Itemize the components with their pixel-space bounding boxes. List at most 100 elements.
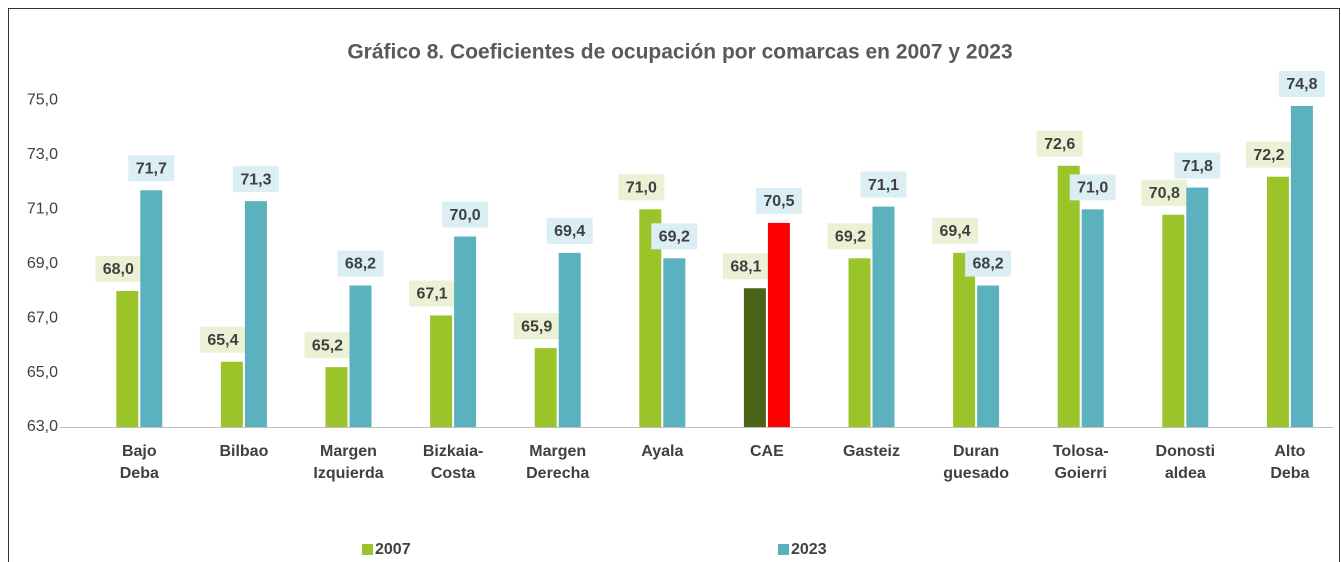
bar [977,285,1000,427]
x-tick-label: Bilbao [219,443,268,460]
bar [1290,105,1313,427]
bar [767,222,790,427]
value-label: 65,2 [312,337,343,354]
bar [140,190,163,427]
bar [1186,187,1209,427]
value-label: 68,2 [973,256,1004,273]
bar [743,288,766,427]
value-label: 70,8 [1149,185,1180,202]
x-tick-label: Deba [1270,465,1309,482]
bar [953,252,976,427]
value-label-box [513,313,560,340]
y-tick-label: 65,0 [27,364,58,381]
value-label-box [409,280,456,307]
x-tick-label: CAE [750,443,784,460]
x-tick-label: guesado [943,465,1009,482]
legend-label: 2023 [791,541,827,558]
x-tick-label: Bizkaia- [423,443,483,460]
x-tick-label: Costa [431,465,476,482]
y-tick-label: 69,0 [27,255,58,272]
value-label-box [232,166,279,193]
value-label-box [304,332,351,359]
value-label: 67,1 [417,286,448,303]
x-tick-label: Alto [1274,443,1305,460]
value-label-box [827,223,874,250]
value-label-box [722,253,769,280]
x-tick-label: Duran [953,443,999,460]
legend-swatch [362,544,373,555]
bar [116,290,139,427]
value-label: 68,2 [345,256,376,273]
bar [454,236,477,427]
value-label-box [651,223,698,250]
value-label: 65,4 [207,332,238,349]
value-label-box [199,326,246,353]
value-label: 69,4 [554,223,585,240]
x-tick-label: Deba [120,465,159,482]
bar [349,285,372,427]
value-label: 71,7 [136,160,167,177]
x-tick-label: Izquierda [313,465,383,482]
y-tick-label: 71,0 [27,201,58,218]
value-label: 68,0 [103,261,134,278]
value-label-box [442,201,489,228]
bar [639,209,662,427]
legend-swatch [778,544,789,555]
value-label: 72,6 [1044,136,1075,153]
value-label: 69,4 [940,223,971,240]
bar [663,258,686,427]
value-label: 69,2 [835,229,866,246]
bar [558,252,581,427]
bar [1057,165,1080,427]
value-label: 71,0 [1077,180,1108,197]
bar [534,348,557,427]
value-label-box [618,174,665,201]
value-label-box [1245,141,1292,168]
y-tick-label: 67,0 [27,309,58,326]
x-tick-label: Gasteiz [843,443,900,460]
x-tick-label: Margen [320,443,377,460]
value-label-box [1174,152,1221,179]
bar [430,315,453,427]
value-label: 71,1 [868,177,899,194]
value-label-box [860,171,907,198]
x-tick-label: Bajo [122,443,157,460]
bar [848,258,871,427]
bar [220,361,243,427]
y-tick-label: 63,0 [27,418,58,435]
value-label-box [965,250,1012,277]
value-label-box [337,250,384,277]
bar [325,367,348,427]
bar [244,201,267,427]
bar [1162,214,1185,427]
bar [1266,176,1289,427]
value-label: 65,9 [521,318,552,335]
bar [872,206,895,427]
value-label-box [95,255,142,282]
value-label-box [546,217,593,244]
value-label: 70,5 [763,193,794,210]
x-tick-label: Derecha [526,465,589,482]
value-label: 70,0 [450,207,481,224]
x-tick-label: aldea [1165,465,1206,482]
value-label-box [1141,179,1188,206]
value-label: 69,2 [659,229,690,246]
value-label-box [1036,130,1083,157]
value-label: 71,0 [626,180,657,197]
x-tick-label: Tolosa- [1053,443,1109,460]
x-tick-label: Goierri [1054,465,1106,482]
value-label-box [932,217,979,244]
value-label-box [1069,174,1116,201]
value-label: 71,8 [1182,158,1213,175]
bar [1081,209,1104,427]
legend-label: 2007 [375,541,411,558]
value-label-box [755,187,802,214]
value-label-box [1278,70,1325,97]
value-label: 72,2 [1253,147,1284,164]
value-label: 71,3 [240,171,271,188]
value-label-box [128,155,175,182]
x-tick-label: Ayala [641,443,683,460]
chart-title: Gráfico 8. Coeficientes de ocupación por… [347,41,1012,64]
y-tick-label: 75,0 [27,92,58,109]
